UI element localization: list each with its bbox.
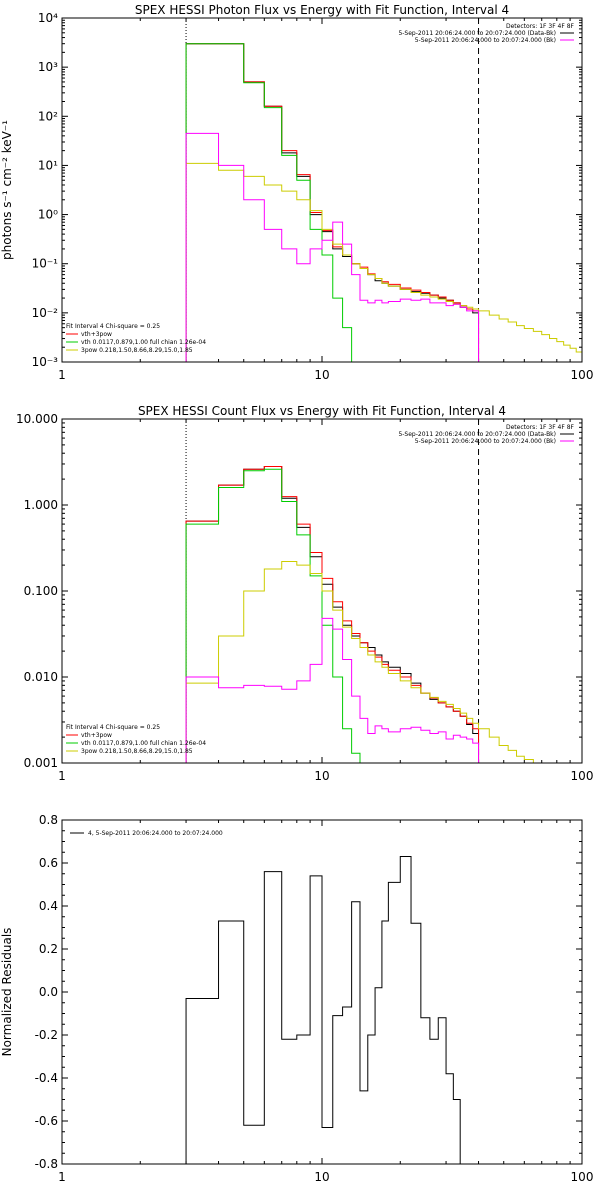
y-tick-label: 1.000 bbox=[24, 498, 58, 512]
y-tick-label: 10² bbox=[38, 109, 58, 123]
chart-title: SPEX HESSI Count Flux vs Energy with Fit… bbox=[138, 404, 506, 418]
legend-entry: 5-Sep-2011 20:06:24.000 to 20:07:24.000 … bbox=[398, 431, 556, 438]
x-tick-label: 10 bbox=[314, 368, 329, 382]
legend-entry: 3pow 0.218,1.50,8.66,8.29,15.0,1.85 bbox=[81, 347, 193, 354]
y-tick-label: 10⁻³ bbox=[32, 355, 59, 369]
x-tick-label: 100 bbox=[571, 769, 594, 783]
y-tick-label: 0.0 bbox=[39, 985, 58, 999]
legend-header: Fit Interval 4 Chi-square = 0.25 bbox=[66, 323, 160, 330]
legend-entry: 5-Sep-2011 20:06:24.000 to 20:07:24.000 … bbox=[398, 30, 556, 37]
y-tick-label: 10⁻¹ bbox=[32, 257, 59, 271]
y-tick-label: 10.000 bbox=[16, 412, 58, 426]
legend-header: Detectors: 1F 3F 4F 8F bbox=[506, 23, 575, 30]
y-tick-label: 0.8 bbox=[39, 813, 58, 827]
x-tick-label: 100 bbox=[571, 368, 594, 382]
y-tick-label: -0.8 bbox=[35, 1157, 58, 1171]
y-tick-label: -0.4 bbox=[35, 1071, 58, 1085]
y-tick-label: 0.6 bbox=[39, 856, 58, 870]
legend-entry: 5-Sep-2011 20:06:24.000 to 20:07:24.000 … bbox=[415, 438, 556, 445]
x-tick-label: 10 bbox=[314, 769, 329, 783]
chart-3: Normalized Residuals 1 10 100 -0.8 -0.6 -0.4 -0… bbox=[0, 813, 594, 1184]
legend-entry: 4, 5-Sep-2011 20:06:24.000 to 20:07:24.0… bbox=[88, 830, 223, 837]
x-tick-label: 100 bbox=[571, 1170, 594, 1184]
series-1-line bbox=[185, 856, 461, 1164]
legend-entry: vth 0.0117,0.879,1.00 full chian 1.26e-0… bbox=[81, 740, 206, 747]
y-tick-label: 0.100 bbox=[24, 584, 58, 598]
plot-frame bbox=[61, 418, 583, 764]
y-axis-label: Normalized Residuals bbox=[0, 928, 14, 1057]
y-tick-label: 10¹ bbox=[38, 158, 58, 172]
chart-1: SPEX HESSI Photon Flux vs Energy with Fi… bbox=[0, 3, 594, 382]
y-tick-label: 0.001 bbox=[24, 756, 58, 770]
chart-title: SPEX HESSI Photon Flux vs Energy with Fi… bbox=[135, 3, 509, 17]
y-tick-label: 0.2 bbox=[39, 942, 58, 956]
chart-2: SPEX HESSI Count Flux vs Energy with Fit… bbox=[16, 404, 594, 783]
plot-frame bbox=[61, 819, 583, 1165]
series-3-line bbox=[185, 468, 361, 763]
series-5-line bbox=[185, 617, 480, 763]
y-tick-label: 0.010 bbox=[24, 670, 58, 684]
series-4-line bbox=[185, 162, 582, 362]
y-tick-label: -0.6 bbox=[35, 1114, 58, 1128]
y-tick-label: 10³ bbox=[38, 60, 58, 74]
x-tick-label: 1 bbox=[58, 1170, 66, 1184]
x-tick-label: 1 bbox=[58, 368, 66, 382]
series-5-line bbox=[185, 132, 480, 362]
legend-entry: vth 0.0117,0.879,1.00 full chian 1.26e-0… bbox=[81, 339, 206, 346]
legend-entry: vth+3pow bbox=[81, 732, 112, 739]
legend-header: Fit Interval 4 Chi-square = 0.25 bbox=[66, 724, 160, 731]
y-tick-label: 10⁻² bbox=[32, 306, 59, 320]
legend-entry: vth+3pow bbox=[81, 331, 112, 338]
y-tick-label: 10⁰ bbox=[38, 208, 58, 222]
legend-header: Detectors: 1F 3F 4F 8F bbox=[506, 424, 575, 431]
plot-frame bbox=[61, 17, 583, 363]
legend-entry: 5-Sep-2011 20:06:24.000 to 20:07:24.000 … bbox=[415, 37, 556, 44]
y-axis-label: photons s⁻¹ cm⁻² keV⁻¹ bbox=[0, 120, 14, 260]
y-tick-label: -0.2 bbox=[35, 1028, 58, 1042]
series-4-line bbox=[185, 561, 534, 763]
legend-entry: 3pow 0.218,1.50,8.66,8.29,15.0,1.85 bbox=[81, 748, 193, 755]
x-tick-label: 10 bbox=[314, 1170, 329, 1184]
x-tick-label: 1 bbox=[58, 769, 66, 783]
series-3-line bbox=[185, 43, 353, 362]
y-tick-label: 10⁴ bbox=[38, 11, 58, 25]
y-tick-label: 0.4 bbox=[39, 899, 58, 913]
